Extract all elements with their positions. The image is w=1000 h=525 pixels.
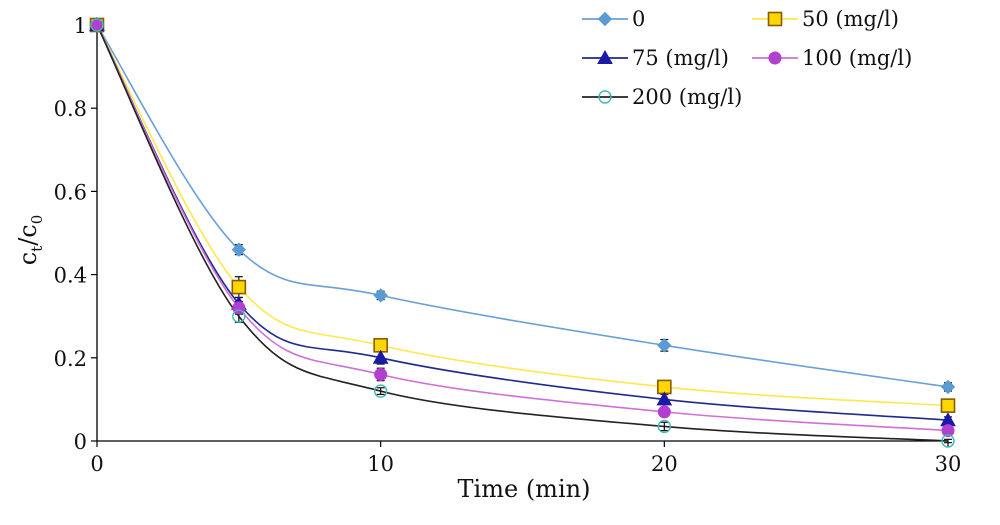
data-point <box>373 384 388 398</box>
x-tick-label: 0 <box>90 452 103 476</box>
x-tick-label: 30 <box>935 452 962 476</box>
y-tick-label: 0 <box>74 430 87 454</box>
series-markers <box>89 16 956 448</box>
y-axis-title-sub-t: t <box>28 246 46 252</box>
data-point <box>373 288 388 303</box>
x-ticks: 0 10 20 30 <box>90 441 961 476</box>
legend-label: 200 (mg/l) <box>632 85 742 109</box>
data-point <box>231 279 247 295</box>
axes <box>96 25 948 442</box>
legend-marker <box>597 11 613 27</box>
y-tick-label: 0.6 <box>54 180 87 204</box>
data-point <box>941 424 955 438</box>
data-point <box>657 419 672 434</box>
data-point <box>940 379 956 395</box>
y-axis-title-c: c <box>14 252 42 265</box>
data-point <box>90 18 104 32</box>
data-point <box>657 405 671 419</box>
y-tick-label: 0.2 <box>54 347 87 371</box>
series-line-0 <box>96 24 949 388</box>
data-point <box>232 309 246 323</box>
x-tick-label: 10 <box>367 452 394 476</box>
series-line-1 <box>96 24 949 407</box>
data-point <box>941 434 955 448</box>
legend-marker <box>597 49 613 64</box>
data-point <box>656 391 673 406</box>
data-point <box>372 349 389 364</box>
y-tick-label: 0.4 <box>54 264 87 288</box>
y-axis-title-sep: /c <box>14 224 42 246</box>
legend-label: 0 <box>632 7 645 31</box>
series-line-2 <box>96 24 949 421</box>
y-tick-label: 1 <box>74 14 87 38</box>
data-point <box>231 242 247 257</box>
y-axis-title: ct/c0 <box>14 215 46 266</box>
y-ticks: 0 0.2 0.4 0.6 0.8 1 <box>54 14 97 454</box>
series-lines <box>96 24 949 442</box>
legend-marker <box>768 51 782 65</box>
legend-marker <box>598 90 612 104</box>
legend-label: 50 (mg/l) <box>802 7 899 31</box>
legend-marker <box>767 11 783 27</box>
data-point <box>940 398 956 413</box>
legend-label: 75 (mg/l) <box>632 46 729 70</box>
x-axis-title: Time (min) <box>458 475 591 503</box>
legend-label: 100 (mg/l) <box>802 46 912 70</box>
data-point <box>657 338 672 353</box>
legend: 0 50 (mg/l) 75 (mg/l) 100 (mg/l) 200 (mg/l) <box>582 7 912 109</box>
y-tick-label: 0.8 <box>54 97 87 121</box>
y-axis-title-sub-0: 0 <box>28 215 46 225</box>
data-point <box>374 367 388 381</box>
x-tick-label: 20 <box>651 452 678 476</box>
